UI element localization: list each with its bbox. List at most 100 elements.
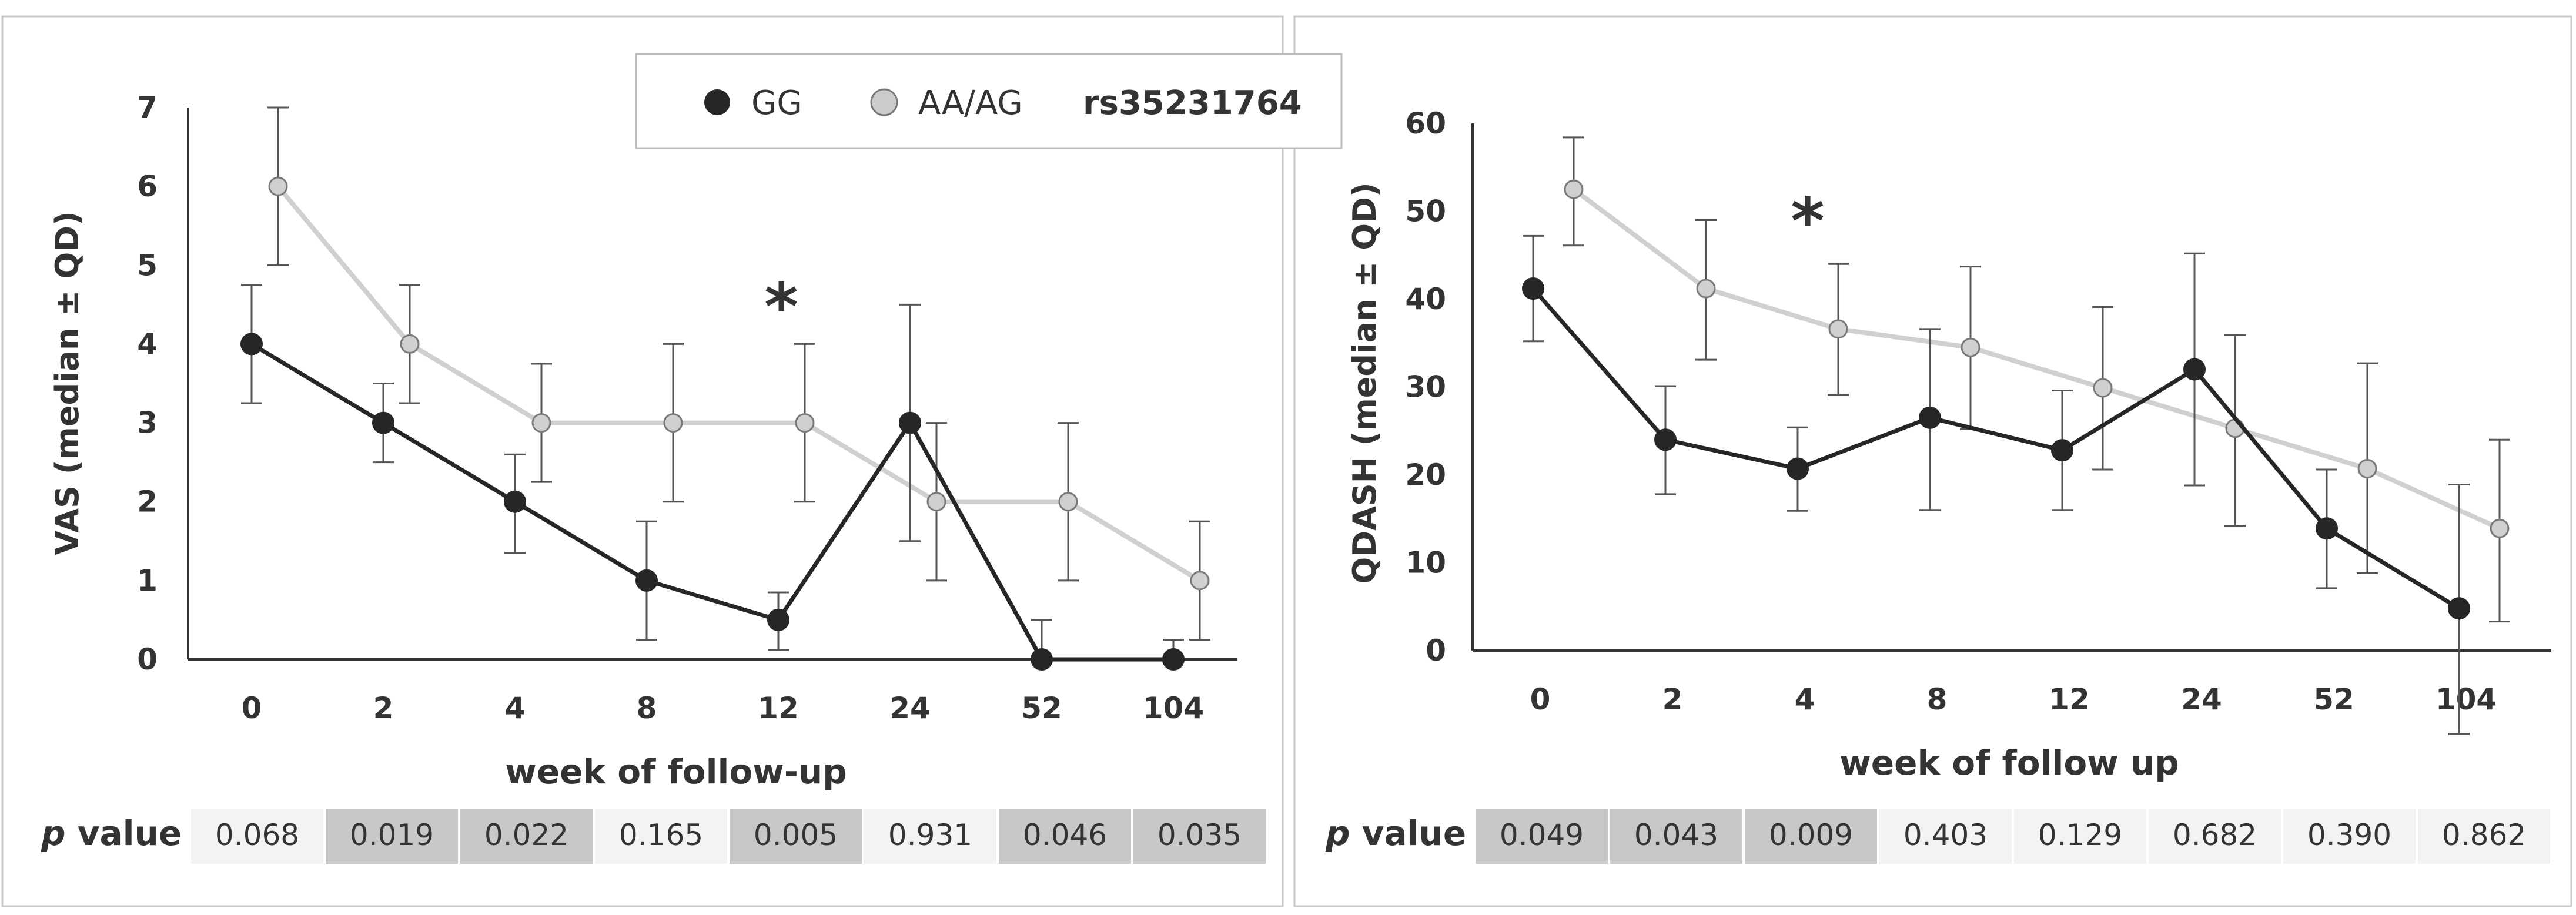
p-value: 0.019 <box>350 818 434 852</box>
data-point <box>1162 648 1185 671</box>
series-gg <box>240 284 1185 671</box>
x-tick-label: 12 <box>2049 682 2090 716</box>
x-tick-label: 52 <box>2313 682 2354 716</box>
x-tick-label: 104 <box>1143 691 1204 725</box>
series-line <box>1531 287 2460 611</box>
legend: GG AA/AG rs35231764 <box>635 53 1343 149</box>
legend-aaag-marker <box>870 88 898 116</box>
p-value-cell <box>2283 809 2416 864</box>
p-value-label-rest: value <box>66 813 182 853</box>
p-value-label-italic: p <box>41 813 66 853</box>
p-value-cell <box>326 809 458 864</box>
p-value-cell <box>999 809 1131 864</box>
data-point <box>2490 518 2510 538</box>
data-point <box>795 413 815 433</box>
legend-gg-marker <box>704 89 730 115</box>
p-value: 0.009 <box>1769 818 1853 852</box>
y-tick-label: 60 <box>1405 106 1446 140</box>
y-tick-label: 0 <box>137 642 158 676</box>
data-point <box>1919 406 1941 429</box>
p-value: 0.046 <box>1023 818 1107 852</box>
x-tick-label: 8 <box>637 691 657 725</box>
p-value-cell <box>595 809 727 864</box>
data-point <box>504 490 526 513</box>
data-point <box>2316 517 2338 540</box>
y-tick-label: 1 <box>137 564 158 598</box>
data-point <box>1654 428 1677 451</box>
p-value: 0.049 <box>1500 818 1584 852</box>
legend-aaag-label: AA/AG <box>918 84 1023 122</box>
p-value-cell <box>1610 809 1742 864</box>
data-point <box>268 176 288 196</box>
series-line <box>1572 187 2501 531</box>
data-point <box>1564 179 1584 199</box>
p-value-cell <box>1133 809 1266 864</box>
p-value: 0.403 <box>1903 818 1988 852</box>
data-point <box>1787 457 1809 480</box>
legend-gg-label: GG <box>751 84 802 122</box>
y-tick-label: 2 <box>137 485 158 519</box>
y-tick-label: 6 <box>137 169 158 203</box>
data-point <box>2093 378 2113 398</box>
p-value-cell <box>1879 809 2012 864</box>
p-value: 0.165 <box>619 818 703 852</box>
data-point <box>1961 337 1980 357</box>
x-axis-title: week of follow-up <box>505 752 847 792</box>
p-value: 0.043 <box>1634 818 1718 852</box>
p-value: 0.931 <box>888 818 972 852</box>
p-value-cell <box>1476 809 1608 864</box>
p-value: 0.862 <box>2442 818 2526 852</box>
data-point <box>663 413 683 433</box>
data-point <box>2357 459 2377 479</box>
series-line <box>250 342 1173 662</box>
data-point <box>531 413 551 433</box>
x-tick-label: 2 <box>373 691 394 725</box>
p-value-cell <box>2418 809 2550 864</box>
y-tick-label: 7 <box>137 91 158 125</box>
data-point <box>767 608 789 631</box>
p-value-label: p value <box>41 813 182 853</box>
y-tick-label: 4 <box>137 327 158 361</box>
data-point <box>1190 571 1210 591</box>
y-tick-label: 40 <box>1405 282 1446 316</box>
data-point <box>372 411 394 434</box>
series-line <box>276 185 1202 583</box>
x-tick-label: 24 <box>889 691 931 725</box>
data-point <box>2051 439 2073 462</box>
p-value: 0.035 <box>1157 818 1242 852</box>
data-point <box>1031 648 1053 671</box>
x-tick-label: 8 <box>1927 682 1948 716</box>
y-tick-label: 0 <box>1426 634 1446 668</box>
right-panel-frame <box>1293 15 2572 907</box>
p-value: 0.068 <box>215 818 299 852</box>
p-value-cell <box>2149 809 2281 864</box>
data-point <box>926 492 946 512</box>
p-value: 0.005 <box>754 818 838 852</box>
significance-star: * <box>764 269 798 344</box>
legend-title: rs35231764 <box>1083 84 1302 122</box>
y-tick-label: 20 <box>1405 458 1446 492</box>
data-point <box>1058 492 1078 512</box>
x-tick-label: 24 <box>2181 682 2222 716</box>
series-gg <box>1522 234 2470 735</box>
p-value: 0.022 <box>484 818 568 852</box>
significance-star: * <box>1791 184 1825 259</box>
y-tick-label: 30 <box>1405 370 1446 404</box>
y-axis-title: QDASH (median ± QD) <box>1346 182 1383 584</box>
data-point <box>400 334 420 354</box>
p-value-cell <box>191 809 323 864</box>
data-point <box>1828 319 1848 339</box>
data-point <box>1522 277 1544 300</box>
p-value-label-rest: value <box>1350 813 1467 853</box>
p-value: 0.390 <box>2307 818 2391 852</box>
x-tick-label: 4 <box>1795 682 1815 716</box>
p-value-cell <box>730 809 862 864</box>
data-point <box>1696 279 1716 299</box>
y-tick-label: 10 <box>1405 546 1446 580</box>
p-value-cell <box>460 809 593 864</box>
x-tick-label: 0 <box>242 691 262 725</box>
left-panel-frame <box>1 15 1284 907</box>
p-value-cell <box>864 809 996 864</box>
